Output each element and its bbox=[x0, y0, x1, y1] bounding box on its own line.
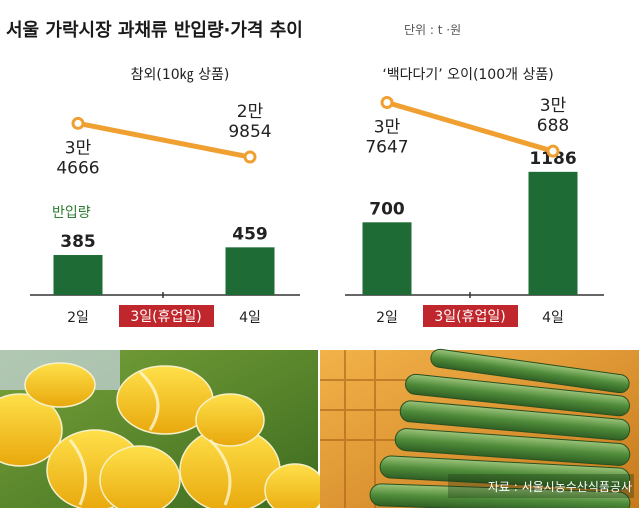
left-closed-label: 3일(휴업일) bbox=[130, 309, 201, 325]
bar-1-0 bbox=[362, 222, 412, 295]
right-tick-label-2: 2일 bbox=[376, 310, 398, 326]
bar-0-0 bbox=[53, 255, 103, 295]
left-closed-badge bbox=[119, 305, 214, 327]
chart-title: 서울 가락시장 과채류 반입량·가격 추이 bbox=[6, 19, 303, 41]
price-point-0-2 bbox=[243, 150, 257, 164]
price-label-0-2: 2만 9854 bbox=[228, 102, 271, 142]
left-subtitle: 참외(10㎏ 상품) bbox=[131, 67, 230, 83]
bar-0-2 bbox=[225, 247, 275, 295]
left-tick-label-2: 2일 bbox=[67, 310, 89, 326]
price-point-1-0 bbox=[380, 95, 394, 109]
legend-volume: 반입량 bbox=[52, 205, 91, 221]
right-closed-label: 3일(휴업일) bbox=[434, 309, 505, 325]
price-point-1-2 bbox=[546, 144, 560, 158]
left-tick-label-4: 4일 bbox=[239, 310, 261, 326]
price-point-0-0 bbox=[71, 116, 85, 130]
cucumber-photo: 자료 : 서울시농수산식품공사 bbox=[320, 348, 639, 508]
right-tick-label-4: 4일 bbox=[542, 310, 564, 326]
bar-value-0-2: 459 bbox=[232, 224, 268, 244]
bar-value-1-2: 1186 bbox=[529, 149, 576, 169]
melon-photo bbox=[0, 350, 326, 508]
right-closed-badge bbox=[423, 305, 518, 327]
price-line-0 bbox=[75, 120, 253, 160]
price-line-1 bbox=[384, 99, 556, 154]
bar-1-2 bbox=[528, 171, 578, 295]
bar-value-0-0: 385 bbox=[60, 232, 96, 252]
price-label-0-0: 3만 4666 bbox=[56, 138, 99, 178]
bar-value-1-0: 700 bbox=[369, 199, 405, 219]
price-label-1-0: 3만 7647 bbox=[365, 117, 408, 157]
axes bbox=[30, 292, 604, 298]
chart-marks: 385 459 3만 4666 2만 9854 700 1186 3만 7647 3만 688 bbox=[53, 95, 578, 295]
right-subtitle: ‘백다다기’ 오이(100개 상품) bbox=[382, 67, 553, 83]
price-label-1-2: 3만 688 bbox=[537, 96, 569, 136]
unit-label: 단위 : t ·원 bbox=[404, 23, 461, 37]
source-label: 자료 : 서울시농수산식품공사 bbox=[488, 480, 632, 494]
